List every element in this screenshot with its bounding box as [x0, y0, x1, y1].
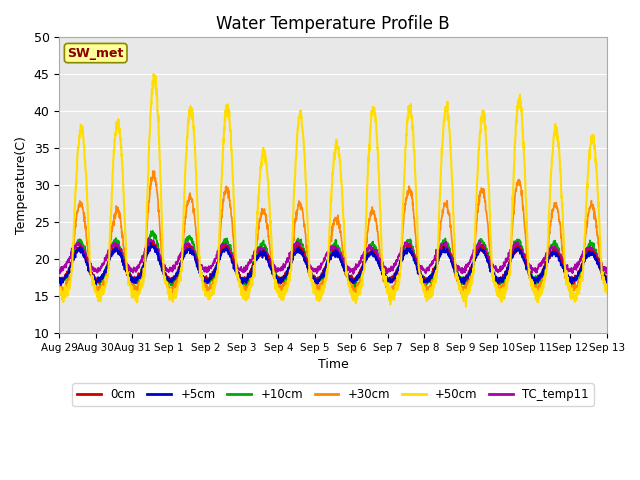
- Y-axis label: Temperature(C): Temperature(C): [15, 136, 28, 234]
- Title: Water Temperature Profile B: Water Temperature Profile B: [216, 15, 450, 33]
- X-axis label: Time: Time: [317, 359, 349, 372]
- Text: SW_met: SW_met: [67, 47, 124, 60]
- Legend: 0cm, +5cm, +10cm, +30cm, +50cm, TC_temp11: 0cm, +5cm, +10cm, +30cm, +50cm, TC_temp1…: [72, 384, 594, 406]
